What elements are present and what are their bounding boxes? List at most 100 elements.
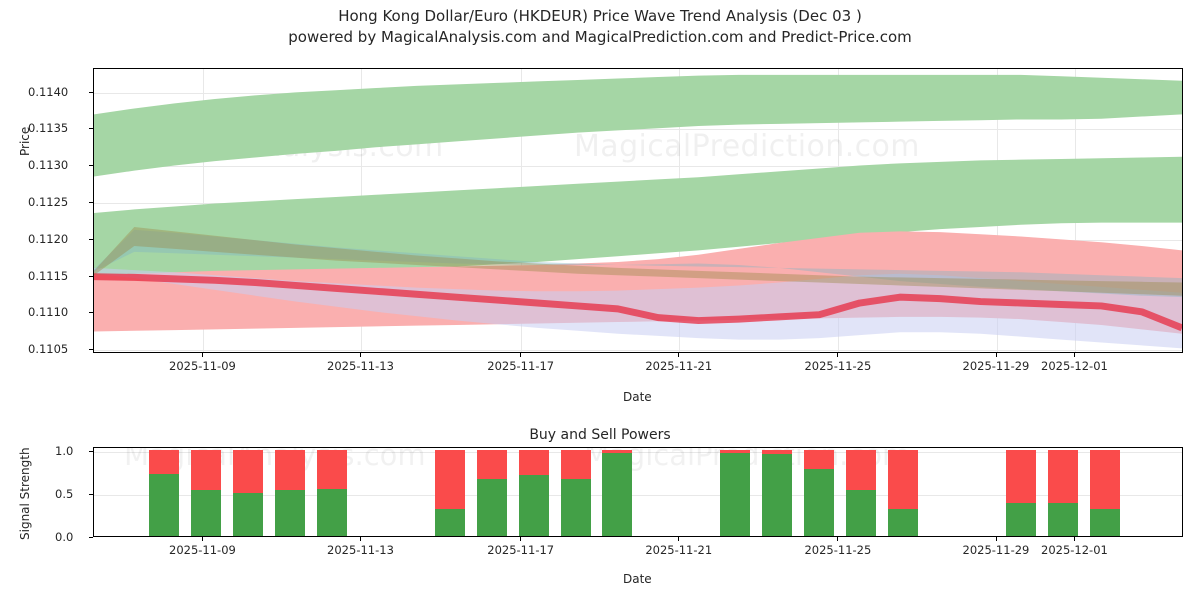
y-tick-mark — [89, 238, 93, 240]
sell-power-segment — [762, 450, 793, 455]
price-x-axis-label: Date — [623, 390, 652, 404]
signal-bar[interactable] — [560, 450, 591, 536]
signal-bar[interactable] — [1005, 450, 1036, 536]
x-tick-label: 2025-11-21 — [645, 359, 713, 373]
page-title: Hong Kong Dollar/Euro (HKDEUR) Price Wav… — [338, 7, 862, 25]
x-tick-mark — [678, 537, 680, 541]
gridline — [94, 495, 1182, 497]
y-tick-label: 0.0 — [55, 530, 74, 544]
x-tick-mark — [202, 353, 203, 357]
buy-power-segment — [602, 453, 633, 536]
y-tick-label: 0.1110 — [28, 305, 69, 320]
series-band-wave-band-olive — [94, 226, 1182, 296]
sell-power-segment — [560, 450, 591, 480]
buy-power-segment — [1089, 509, 1120, 536]
y-tick-mark — [89, 494, 93, 496]
buy-power-segment — [762, 454, 793, 536]
x-tick-mark — [995, 353, 997, 357]
signal-bar[interactable] — [274, 450, 305, 536]
x-tick-label: 2025-11-13 — [327, 359, 394, 373]
signal-bar[interactable] — [316, 450, 347, 536]
x-tick-label: 2025-11-17 — [487, 359, 555, 373]
y-tick-label: 0.1125 — [28, 195, 69, 210]
sell-power-segment — [804, 450, 835, 470]
x-tick-label: 2025-11-17 — [487, 543, 555, 557]
signal-bar[interactable] — [804, 450, 835, 536]
x-tick-label: 2025-11-29 — [962, 543, 1030, 557]
sell-power-segment — [602, 450, 633, 454]
y-tick-mark — [89, 349, 93, 351]
y-tick-label: 1.0 — [55, 444, 74, 459]
signal-bar[interactable] — [149, 450, 180, 536]
sell-power-segment — [1005, 450, 1036, 503]
x-tick-mark — [995, 537, 997, 541]
buy-power-segment — [888, 509, 919, 536]
sell-power-segment — [518, 450, 549, 475]
signal-bar[interactable] — [434, 450, 465, 536]
gridline — [94, 129, 1182, 131]
x-tick-label: 2025-11-09 — [169, 543, 236, 557]
x-tick-mark — [1074, 353, 1075, 357]
buy-power-segment — [434, 508, 465, 536]
signal-plot-area: MagicalAnalysis.com MagicalPrediction.co… — [93, 447, 1183, 537]
signal-bar[interactable] — [1089, 450, 1120, 536]
chart-title-block: Hong Kong Dollar/Euro (HKDEUR) Price Wav… — [0, 6, 1200, 48]
y-tick-mark — [89, 165, 93, 167]
x-tick-label: 2025-11-25 — [804, 359, 872, 373]
buy-power-segment — [560, 479, 591, 536]
signal-bar[interactable] — [1047, 450, 1078, 536]
gridline — [94, 350, 1182, 352]
page-subtitle: powered by MagicalAnalysis.com and Magic… — [288, 28, 912, 46]
buy-power-segment — [1047, 502, 1078, 536]
buy-power-segment — [804, 469, 835, 536]
signal-bar[interactable] — [476, 450, 507, 536]
series-band-wave-band-teal — [94, 229, 1182, 298]
series-band-upper-resistance-band — [94, 74, 1182, 177]
y-tick-label: 0.1115 — [28, 268, 69, 283]
y-tick-label: 0.1135 — [28, 121, 69, 136]
signal-bar[interactable] — [888, 450, 919, 536]
x-tick-mark — [678, 353, 680, 357]
sell-power-segment — [1089, 450, 1120, 510]
signal-bar[interactable] — [518, 450, 549, 536]
signal-bar[interactable] — [720, 450, 751, 536]
buy-power-segment — [149, 474, 180, 536]
signal-bar[interactable] — [602, 450, 633, 536]
signal-x-axis-label: Date — [623, 572, 652, 586]
signal-chart-panel: Buy and Sell Powers Signal Strength Date… — [0, 415, 1200, 600]
y-tick-mark — [89, 537, 93, 538]
x-tick-mark — [837, 353, 839, 357]
sell-power-segment — [316, 450, 347, 490]
sell-power-segment — [274, 450, 305, 490]
buy-power-segment — [316, 489, 347, 536]
sell-power-segment — [888, 450, 919, 510]
signal-bar[interactable] — [191, 450, 221, 536]
signal-bar[interactable] — [762, 450, 793, 536]
gridline — [94, 452, 1182, 454]
x-tick-label: 2025-12-01 — [1041, 359, 1108, 373]
y-tick-mark — [89, 91, 93, 93]
x-tick-mark — [520, 353, 522, 357]
signal-bar[interactable] — [846, 450, 877, 536]
buy-power-segment — [191, 489, 221, 536]
buy-power-segment — [518, 474, 549, 536]
buy-power-segment — [232, 493, 263, 536]
signal-chart-title: Buy and Sell Powers — [529, 427, 671, 443]
buy-power-segment — [1005, 502, 1036, 536]
x-tick-label: 2025-11-21 — [645, 543, 713, 557]
signal-y-axis-label: Signal Strength — [18, 447, 32, 540]
y-tick-label: 0.1120 — [28, 231, 69, 246]
x-tick-mark — [360, 537, 362, 541]
sell-power-segment — [476, 450, 507, 480]
y-tick-label: 0.5 — [55, 487, 74, 502]
sell-power-segment — [1047, 450, 1078, 503]
x-tick-mark — [360, 353, 362, 357]
sell-power-segment — [720, 450, 751, 454]
signal-bar[interactable] — [232, 450, 263, 536]
y-tick-mark — [89, 451, 93, 453]
sell-power-segment — [149, 450, 180, 475]
buy-power-segment — [476, 479, 507, 536]
y-tick-mark — [89, 275, 93, 277]
price-plot-area: MagicalAnalysis.com MagicalPrediction.co… — [93, 68, 1183, 353]
